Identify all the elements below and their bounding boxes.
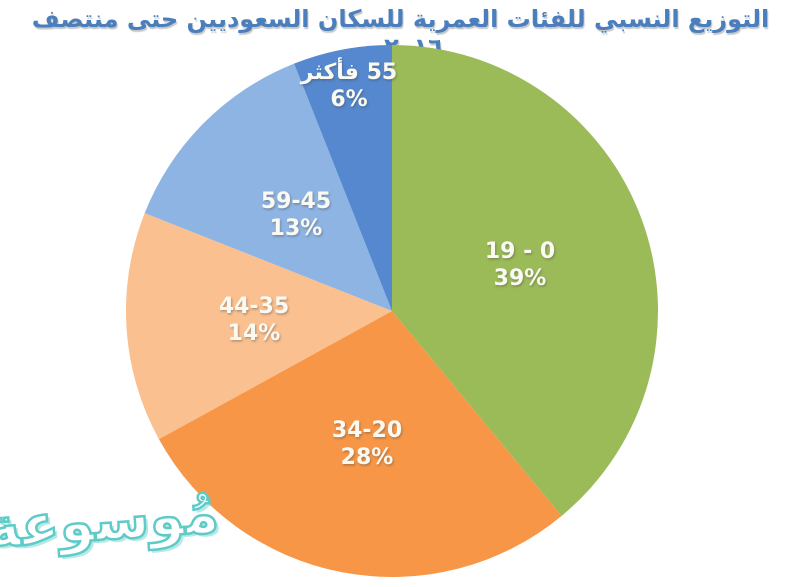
chart-title: التوزيع النسبي للفئات العمرية للسكان الس… bbox=[31, 5, 770, 61]
pie-slice-4 bbox=[294, 45, 392, 311]
pie-slice-0 bbox=[392, 45, 658, 516]
pie-slice-2 bbox=[125, 213, 392, 440]
pie-slice-1 bbox=[158, 311, 562, 578]
pie-slice-3 bbox=[144, 63, 392, 312]
